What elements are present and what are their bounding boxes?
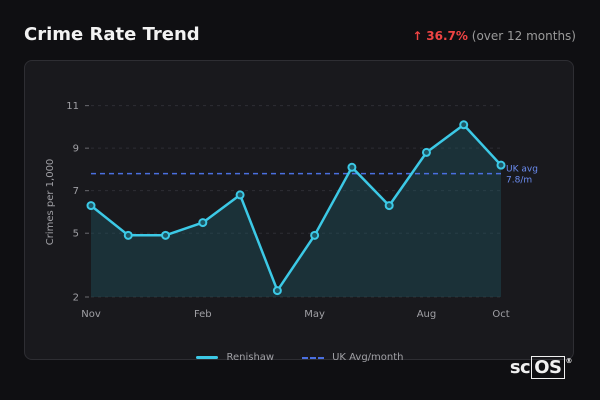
x-tick-label: Feb xyxy=(194,309,212,320)
y-axis: 2 5 7 9 11 xyxy=(66,101,89,304)
data-point[interactable] xyxy=(310,230,320,240)
data-point[interactable] xyxy=(347,162,357,172)
x-axis: Nov Feb May Aug Oct xyxy=(81,309,509,320)
y-tick-label: 2 xyxy=(73,293,79,304)
chart-title: Crime Rate Trend xyxy=(24,24,200,45)
y-axis-label: Crimes per 1,000 xyxy=(45,159,56,246)
change-percent: 36.7% xyxy=(426,29,468,43)
legend: Renishaw UK Avg/month xyxy=(0,352,600,363)
data-point[interactable] xyxy=(123,230,133,240)
chart-card xyxy=(24,60,574,360)
data-point[interactable] xyxy=(198,218,208,228)
uk-average-value-label: 7.8/m xyxy=(506,176,532,186)
series-area xyxy=(91,124,501,297)
scos-logo: sc OS ® xyxy=(509,356,572,379)
y-tick-label: 9 xyxy=(73,144,79,155)
gridlines xyxy=(91,105,501,298)
y-tick-label: 7 xyxy=(73,186,79,197)
series-line-renishaw xyxy=(90,123,502,292)
data-point[interactable] xyxy=(384,201,394,211)
data-point[interactable] xyxy=(496,160,506,170)
trend-up-icon: ↑ xyxy=(412,29,423,43)
x-tick-label: Nov xyxy=(81,309,101,320)
data-point[interactable] xyxy=(459,120,469,130)
x-tick-label: May xyxy=(304,309,325,320)
uk-average-label: UK avg xyxy=(506,165,538,175)
change-period: (over 12 months) xyxy=(471,29,576,43)
data-point[interactable] xyxy=(86,201,96,211)
data-point[interactable] xyxy=(161,230,171,240)
data-point[interactable] xyxy=(421,147,431,157)
x-tick-label: Oct xyxy=(492,309,509,320)
legend-label-series: Renishaw xyxy=(226,352,275,363)
data-point[interactable] xyxy=(272,286,282,296)
y-tick-label: 11 xyxy=(66,101,79,112)
y-tick-label: 5 xyxy=(73,229,79,240)
legend-label-average: UK Avg/month xyxy=(332,352,404,363)
data-point[interactable] xyxy=(235,190,245,200)
legend-swatch-average xyxy=(302,356,325,359)
legend-item-average[interactable]: UK Avg/month xyxy=(302,352,404,363)
legend-item-series[interactable]: Renishaw xyxy=(196,352,274,363)
data-points xyxy=(86,120,506,296)
x-tick-label: Aug xyxy=(417,309,437,320)
legend-swatch-series xyxy=(196,356,219,359)
change-indicator: ↑ 36.7% (over 12 months) xyxy=(412,29,576,43)
